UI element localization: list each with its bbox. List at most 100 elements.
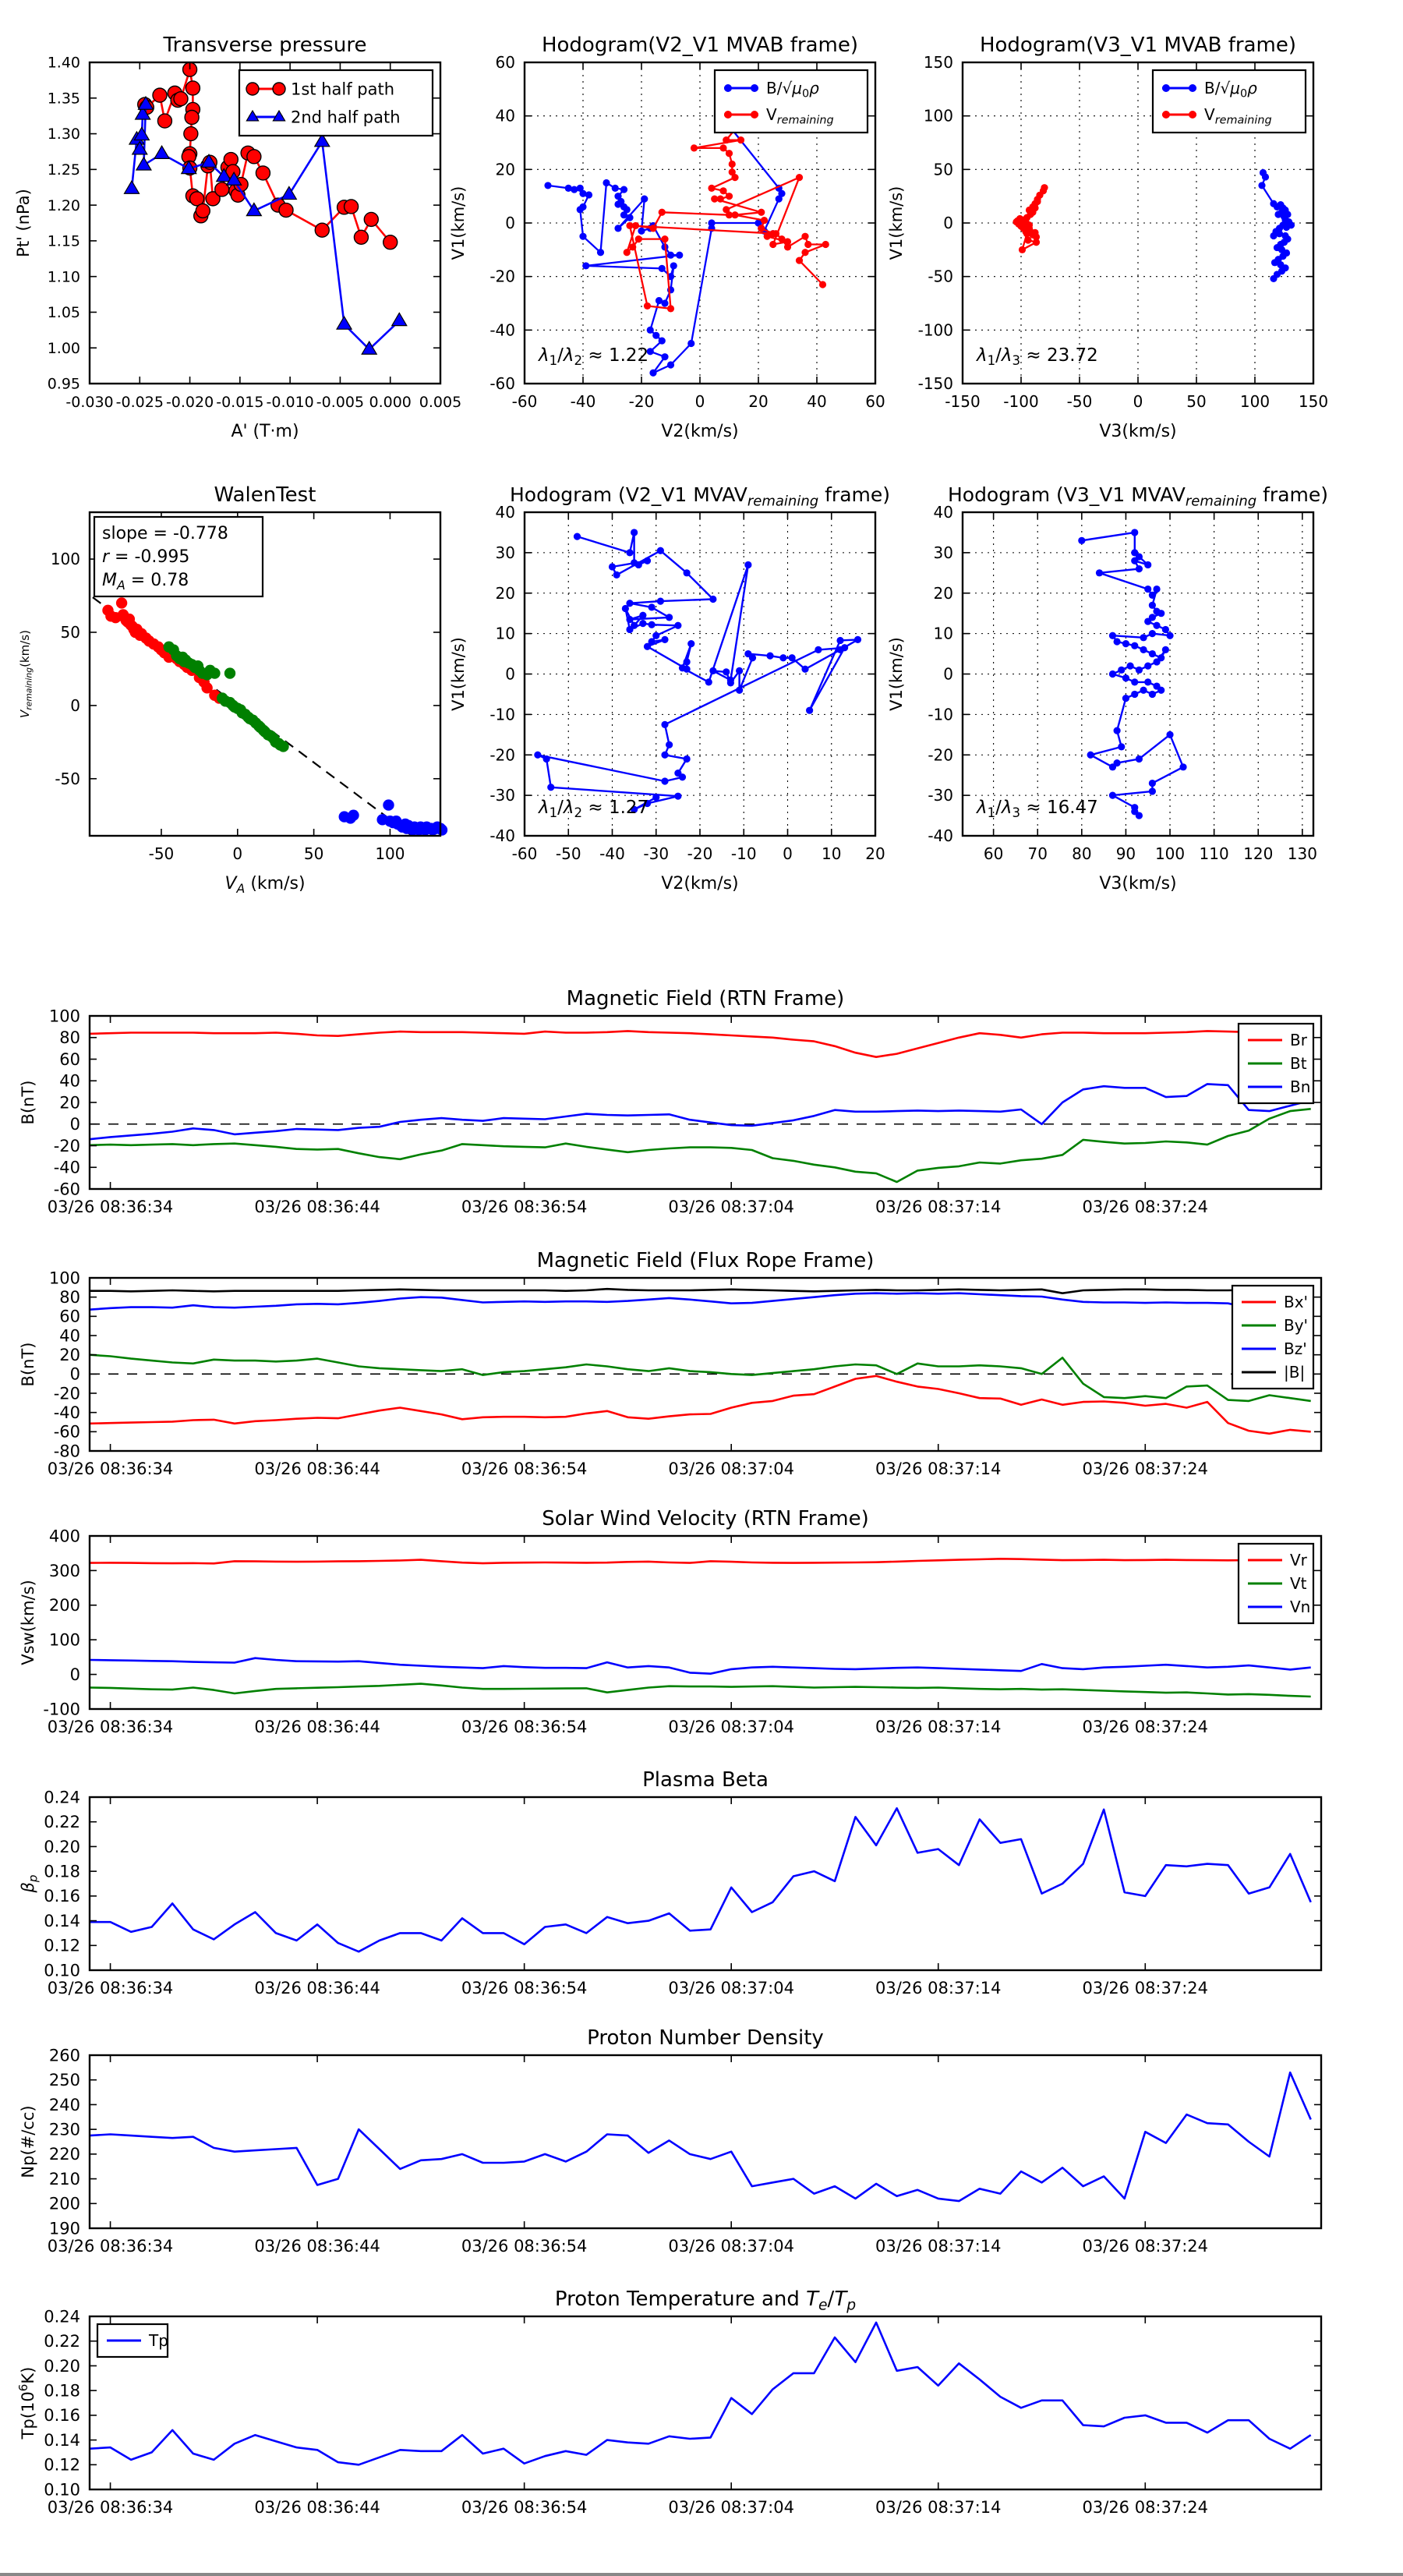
marker-dot [656,597,664,605]
marker-dot [611,184,619,192]
marker-dot [614,200,622,208]
marker-circle [157,113,173,129]
x-tick-label: 100 [1240,392,1270,411]
marker-dot [1131,642,1139,649]
marker-dot [818,281,827,288]
marker-dot [1148,779,1156,787]
y-tick-label: 10 [934,625,953,643]
marker-dot [661,353,669,361]
marker-dot [772,230,780,238]
proton-density-series-Np [89,2071,1312,2203]
legend-label: |B| [1284,1363,1305,1382]
marker-dot [1113,759,1121,767]
marker-dot [766,652,774,660]
x-tick-label: 0 [783,844,793,863]
hodogram-v2v1-mvab-markers-v-path [623,115,829,313]
y-tick-label: 0.22 [44,2332,80,2351]
x-tick-label: 03/26 08:36:44 [254,1718,380,1736]
marker-dot [1140,686,1147,694]
proton-temperature-ylabel: Tp(106K) [16,2367,37,2440]
marker-dot [631,221,640,230]
hodogram-v2v1-mvav-title: Hodogram (V2_V1 MVAVremaining frame) [510,483,890,510]
x-tick-label: 03/26 08:37:24 [1083,1460,1209,1478]
marker-dot [579,189,587,197]
marker-dot [1118,666,1126,674]
hodogram-v3v1-mvav-xlabel: V3(km/s) [1099,874,1176,893]
hodogram-v2v1-mvav-xlabel: V2(km/s) [661,874,738,893]
marker-dot [655,296,663,305]
mag-field-flux-rope-ylabel: B(nT) [19,1343,37,1387]
marker-dot [652,632,660,639]
marker-circle [255,165,271,181]
marker-dot [683,658,691,666]
marker-triangle [131,140,148,155]
y-tick-label: 0.20 [44,1838,80,1856]
y-tick-label: 40 [496,503,515,522]
y-tick-label: 250 [49,2071,80,2089]
y-tick-label: -40 [489,320,515,339]
x-tick-label: -50 [149,844,175,863]
marker-dot [705,678,712,686]
marker-dot [1118,743,1126,751]
y-tick-label: 0.14 [44,1912,80,1930]
marker-dot [763,232,771,240]
marker-dot [769,240,777,249]
marker-triangle [135,156,152,171]
marker-dot [690,144,698,152]
x-tick-label: -0.010 [267,394,314,411]
marker-dot [626,625,634,634]
marker-dot [666,614,673,621]
y-tick-label: -50 [928,267,953,286]
plasma-beta-title: Plasma Beta [642,1768,769,1792]
marker-dot [585,191,593,199]
marker-dot [277,741,289,752]
marker-dot [1140,646,1147,653]
y-tick-label: 0 [70,1665,80,1684]
y-tick-label: 0.20 [44,2357,80,2376]
x-tick-label: -0.030 [65,394,113,411]
y-tick-label: 1.10 [48,268,80,285]
marker-dot [795,174,804,182]
x-tick-label: 60 [984,844,1003,863]
marker-dot [643,642,652,650]
marker-dot [1144,561,1152,569]
y-tick-label: 100 [49,1631,80,1650]
x-tick-label: 20 [865,844,885,863]
legend-label: Vr [1290,1551,1308,1569]
annotation: λ1/λ3 ≈ 23.72 [975,345,1098,368]
legend-marker [246,82,260,96]
y-tick-label: 190 [49,2219,80,2238]
axes-frame [88,1796,1323,1972]
marker-dot [1270,259,1279,267]
marker-circle [185,80,201,96]
x-tick-label: 110 [1200,844,1229,863]
legend-label: Bx' [1284,1293,1308,1311]
hodogram-v2v1-mvab-xlabel: V2(km/s) [661,422,738,441]
y-tick-label: 210 [49,2170,80,2189]
marker-dot [1131,529,1139,536]
y-tick-label: 0.24 [44,2307,80,2326]
marker-dot [649,369,657,377]
y-tick-label: 400 [49,1527,80,1545]
marker-dot [661,777,669,785]
marker-dot [224,667,236,679]
x-tick-label: -0.025 [116,394,164,411]
y-tick-label: 20 [59,1346,80,1364]
marker-dot [643,557,652,564]
marker-dot [1025,225,1034,232]
y-tick-label: -30 [489,786,515,805]
marker-dot [658,264,666,272]
marker-dot [621,604,629,613]
solar-wind-velocity-title: Solar Wind Velocity (RTN Frame) [542,1507,868,1530]
x-tick-label: 03/26 08:37:24 [1083,1979,1209,1997]
x-tick-label: 90 [1116,844,1136,863]
x-tick-label: 150 [1299,392,1328,411]
walen-test-ylabel: Vremaining(km/s) [18,630,34,718]
marker-dot [775,195,783,203]
marker-dot [1087,751,1094,759]
marker-dot [661,720,669,728]
marker-dot [674,792,682,800]
plasma-beta-series-beta-p [90,1807,1312,1953]
y-tick-label: 30 [496,543,515,562]
